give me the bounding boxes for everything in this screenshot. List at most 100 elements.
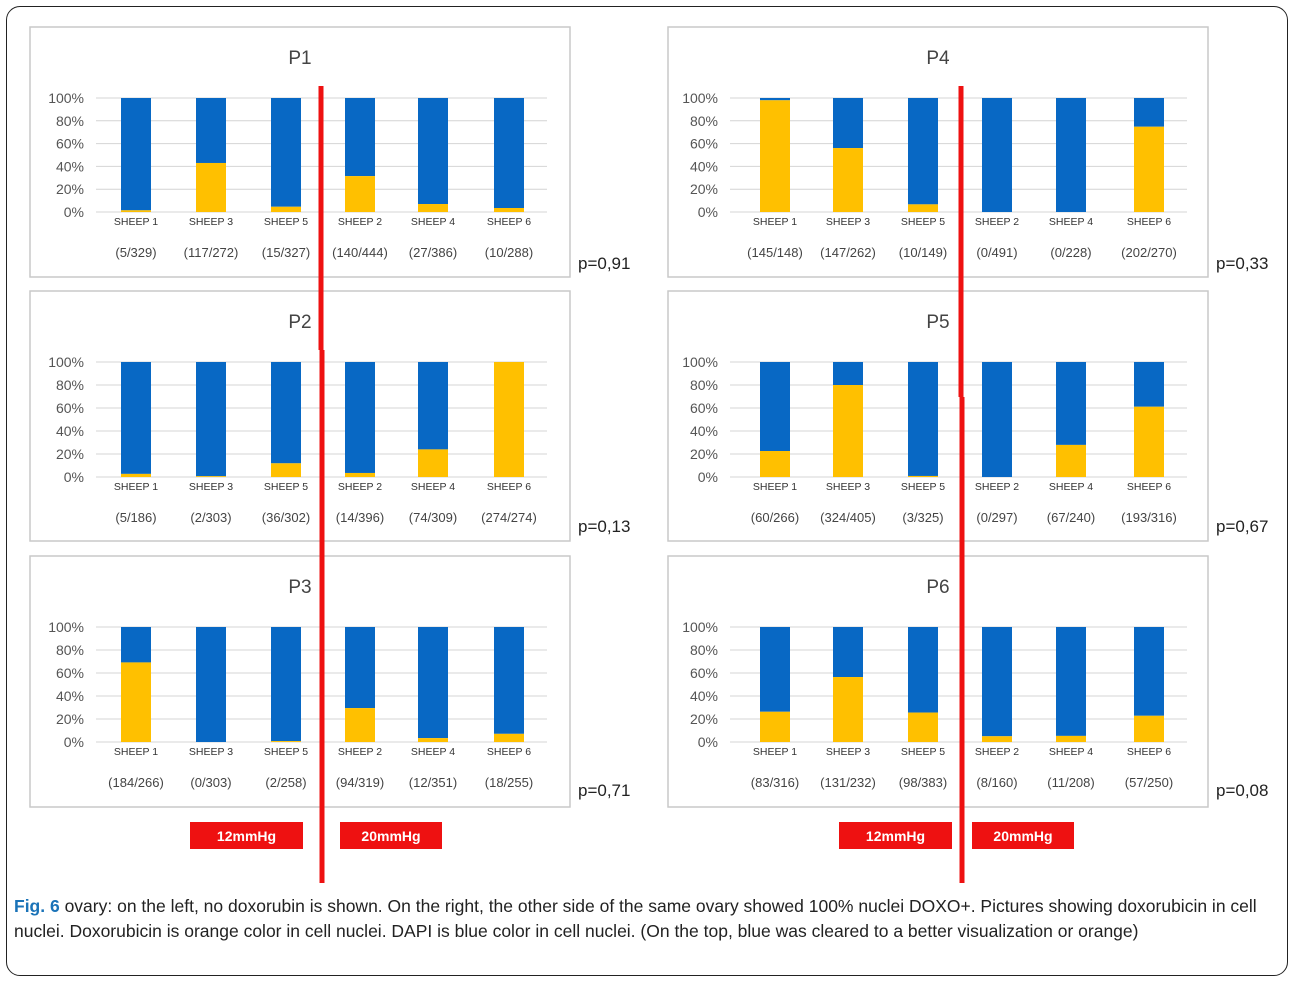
x-tick-label: SHEEP 1	[753, 746, 797, 758]
y-tick-label: 80%	[56, 642, 84, 658]
bar-dapi	[982, 362, 1012, 477]
pressure-label-box	[190, 822, 303, 849]
y-tick-label: 40%	[56, 688, 84, 704]
count-label: (131/232)	[820, 775, 876, 790]
y-tick-label: 0%	[64, 469, 84, 485]
bar-dapi	[345, 362, 375, 473]
bar-doxo	[121, 662, 151, 742]
y-tick-label: 60%	[690, 136, 718, 152]
count-label: (324/405)	[820, 510, 876, 525]
count-label: (10/149)	[899, 245, 947, 260]
pressure-label-text: 20mmHg	[993, 828, 1052, 844]
bar-doxo	[1134, 126, 1164, 212]
bar-dapi	[982, 627, 1012, 737]
bar-dapi	[833, 98, 863, 149]
bar-dapi	[121, 98, 151, 211]
bar-dapi	[418, 362, 448, 450]
bar-dapi	[196, 362, 226, 477]
x-tick-label: SHEEP 6	[487, 746, 531, 758]
bar-dapi	[271, 627, 301, 742]
count-label: (94/319)	[336, 775, 384, 790]
y-tick-label: 80%	[56, 113, 84, 129]
count-label: (0/228)	[1050, 245, 1091, 260]
y-tick-label: 60%	[56, 136, 84, 152]
pressure-label-box	[972, 822, 1074, 849]
x-tick-label: SHEEP 5	[264, 481, 308, 493]
count-label: (0/491)	[976, 245, 1017, 260]
count-label: (11/208)	[1047, 775, 1094, 790]
y-tick-label: 0%	[64, 204, 84, 220]
bar-doxo	[1056, 735, 1086, 742]
bar-doxo	[1134, 406, 1164, 477]
x-tick-label: SHEEP 5	[901, 481, 945, 493]
chart-panel-p1: P1 0% 20% 40% 60% 80% 100% SHEEP 1 (5/329) SHEEP …	[29, 26, 630, 278]
bar-dapi	[121, 362, 151, 474]
count-label: (193/316)	[1121, 510, 1177, 525]
x-tick-label: SHEEP 4	[1049, 746, 1093, 758]
bar-doxo	[121, 473, 151, 477]
x-tick-label: SHEEP 4	[1049, 481, 1093, 493]
count-label: (57/250)	[1125, 775, 1173, 790]
count-label: (8/160)	[976, 775, 1017, 790]
count-label: (67/240)	[1047, 510, 1095, 525]
pressure-label-box	[839, 822, 952, 849]
x-tick-label: SHEEP 5	[901, 216, 945, 228]
chart-title: P3	[288, 577, 311, 598]
bar-dapi	[1056, 98, 1086, 212]
bar-dapi	[833, 362, 863, 385]
count-label: (98/383)	[899, 775, 947, 790]
x-tick-label: SHEEP 4	[411, 481, 455, 493]
x-tick-label: SHEEP 5	[264, 746, 308, 758]
x-tick-label: SHEEP 3	[189, 216, 233, 228]
bar-doxo	[271, 463, 301, 477]
bar-dapi	[1134, 98, 1164, 127]
y-tick-label: 100%	[48, 354, 84, 370]
bar-dapi	[908, 627, 938, 713]
bar-doxo	[494, 733, 524, 742]
bar-doxo	[418, 449, 448, 477]
x-tick-label: SHEEP 1	[753, 216, 797, 228]
chart-panel-p3: P3 0% 20% 40% 60% 80% 100% SHEEP 1 (184/266) SHEE…	[29, 555, 630, 808]
y-tick-label: 80%	[690, 113, 718, 129]
y-tick-label: 20%	[56, 446, 84, 462]
bar-doxo	[833, 148, 863, 212]
count-label: (12/351)	[409, 775, 457, 790]
bar-dapi	[271, 98, 301, 207]
bar-dapi	[271, 362, 301, 464]
chart-border	[667, 290, 1209, 542]
panels-layer: P1 0% 20% 40% 60% 80% 100% SHEEP 1 (5/329) SHEEP …	[29, 26, 1268, 808]
count-label: (0/303)	[190, 775, 231, 790]
count-label: (2/303)	[190, 510, 231, 525]
p-value-label: p=0,13	[578, 517, 630, 536]
chart-title: P4	[926, 48, 950, 69]
x-tick-label: SHEEP 3	[826, 481, 870, 493]
bar-doxo	[760, 100, 790, 212]
bar-doxo	[908, 712, 938, 742]
chart-title: P1	[288, 48, 311, 69]
bar-dapi	[345, 98, 375, 177]
bar-doxo	[345, 176, 375, 212]
bar-dapi	[833, 627, 863, 678]
bar-doxo	[1134, 715, 1164, 742]
bar-doxo	[908, 475, 938, 477]
x-tick-label: SHEEP 3	[826, 216, 870, 228]
chart-panel-p4: P4 0% 20% 40% 60% 80% 100% SHEEP 1 (145/148) SHEE…	[667, 26, 1268, 278]
pressure-label-text: 12mmHg	[217, 828, 276, 844]
x-tick-label: SHEEP 5	[264, 216, 308, 228]
chart-panel-p5: P5 0% 20% 40% 60% 80% 100% SHEEP 1 (60/266) SHEEP…	[667, 290, 1268, 542]
y-tick-label: 0%	[698, 734, 718, 750]
bar-dapi	[418, 627, 448, 739]
y-tick-label: 20%	[690, 446, 718, 462]
y-tick-label: 0%	[698, 469, 718, 485]
count-label: (117/272)	[184, 245, 239, 260]
figure-caption: Fig. 6 ovary: on the left, no doxorubin …	[14, 894, 1276, 944]
bar-doxo	[196, 162, 226, 212]
bar-dapi	[345, 627, 375, 709]
x-tick-label: SHEEP 2	[975, 481, 1019, 493]
chart-panel-p2: P2 0% 20% 40% 60% 80% 100% SHEEP 1 (5/186) SHEEP …	[29, 290, 630, 542]
y-tick-label: 40%	[56, 423, 84, 439]
bar-doxo	[196, 476, 226, 477]
pressure-label-box	[340, 822, 442, 849]
bar-dapi	[1056, 627, 1086, 736]
bar-doxo	[494, 208, 524, 212]
